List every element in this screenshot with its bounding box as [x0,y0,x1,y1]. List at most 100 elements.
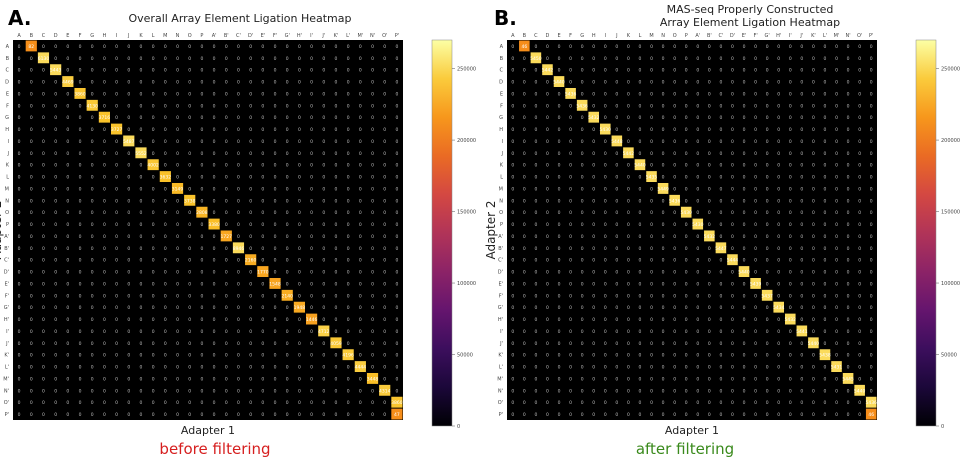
cell-value-label: 0 [708,317,711,323]
cell-value-label: 0 [30,175,33,181]
cell-value-label: 0 [66,412,69,418]
cell-value-label: 0 [200,91,203,97]
cell-value-label: 3149 [172,186,184,192]
y-tick-label: B' [4,246,9,252]
cell-value-label: 0 [743,151,746,157]
cell-value-label: 0 [395,258,398,264]
cell-value-label: 0 [298,127,301,133]
cell-value-label: 0 [152,317,155,323]
cell-value-label: 0 [335,293,338,299]
cell-value-label: 0 [200,246,203,252]
cell-value-label: 0 [592,91,595,97]
cell-value-label: 0 [615,305,618,311]
cell-value-label: 0 [249,281,252,287]
x-tick-label: K [139,33,143,39]
cell-value-label: 0 [673,163,676,169]
cell-value-label: 0 [800,68,803,74]
cell-value-label: 0 [511,80,514,86]
cell-value-label: 0 [249,329,252,335]
cell-value-label: 0 [650,412,653,418]
cell-value-label: 0 [523,151,526,157]
cell-value-label: 0 [152,234,155,240]
cell-value-label: 0 [298,293,301,299]
cell-value-label: 0 [800,258,803,264]
x-tick-label: J' [799,33,803,39]
cell-value-label: 0 [627,293,630,299]
cell-value-label: 0 [662,175,665,181]
cell-value-label: 4196 [342,353,354,359]
cell-value-label: 0 [310,103,313,109]
y-tick-label: J [7,151,9,157]
cell-value-label: 0 [558,175,561,181]
cell-value-label: 0 [213,198,216,204]
cell-value-label: 0 [558,353,561,359]
cell-value-label: 0 [800,56,803,62]
cell-value-label: 0 [103,400,106,406]
cell-value-label: 0 [286,186,289,192]
cell-value-label: 0 [249,376,252,382]
cell-value-label: 0 [310,80,313,86]
cell-value-label: 0 [615,388,618,394]
cell-value-label: 0 [188,400,191,406]
cell-value-label: 0 [777,186,780,192]
cell-value-label: 0 [639,281,642,287]
colorbar-tick-label: 0 [457,424,460,430]
cell-value-label: 0 [708,246,711,252]
cell-value-label: 0 [835,341,838,347]
cell-value-label: 0 [310,270,313,276]
heatmap-cell [208,218,220,230]
cell-value-label: 0 [66,317,69,323]
cell-value-label: 0 [812,151,815,157]
cell-value-label: 0 [673,376,676,382]
y-tick-label: N [5,198,9,204]
cell-value-label: 0 [298,222,301,228]
cell-value-label: 0 [800,103,803,109]
cell-value-label: 0 [511,139,514,145]
x-tick-label: E [66,33,69,39]
cell-value-label: 0 [237,353,240,359]
cell-value-label: 0 [673,56,676,62]
cell-value-label: 0 [800,353,803,359]
cell-value-label: 0 [789,91,792,97]
cell-value-label: 0 [731,198,734,204]
cell-value-label: 0 [18,103,21,109]
cell-value-label: 0 [200,412,203,418]
cell-value-label: 0 [777,80,780,86]
y-tick-label: I [502,139,503,145]
cell-value-label: 5442 [623,151,635,157]
cell-value-label: 0 [523,68,526,74]
cell-value-label: 0 [569,329,572,335]
y-tick-label: E' [498,281,503,287]
cell-value-label: 0 [115,305,118,311]
heatmap-cell [123,135,135,147]
cell-value-label: 0 [558,376,561,382]
y-tick-label: I' [500,329,503,335]
x-tick-label: H [592,33,596,39]
cell-value-label: 0 [581,234,584,240]
cell-value-label: 0 [188,163,191,169]
heatmap-cell [680,206,692,218]
cell-value-label: 0 [310,163,313,169]
heatmap-cell [269,278,281,289]
cell-value-label: 46 [868,412,874,418]
cell-value-label: 0 [103,305,106,311]
cell-value-label: 0 [650,258,653,264]
heatmap-cell [232,242,245,254]
cell-value-label: 0 [708,400,711,406]
cell-value-label: 0 [115,376,118,382]
cell-value-label: 0 [103,353,106,359]
cell-value-label: 0 [115,281,118,287]
cell-value-label: 0 [213,44,216,50]
cell-value-label: 0 [766,365,769,371]
y-tick-label: L' [499,365,503,371]
cell-value-label: 0 [708,68,711,74]
cell-value-label: 0 [627,388,630,394]
cell-value-label: 0 [237,317,240,323]
cell-value-label: 0 [847,80,850,86]
cell-value-label: 0 [858,222,861,228]
cell-value-label: 0 [835,44,838,50]
cell-value-label: 0 [731,163,734,169]
cell-value-label: 0 [274,151,277,157]
cell-value-label: 0 [140,56,143,62]
cell-value-label: 0 [115,175,118,181]
